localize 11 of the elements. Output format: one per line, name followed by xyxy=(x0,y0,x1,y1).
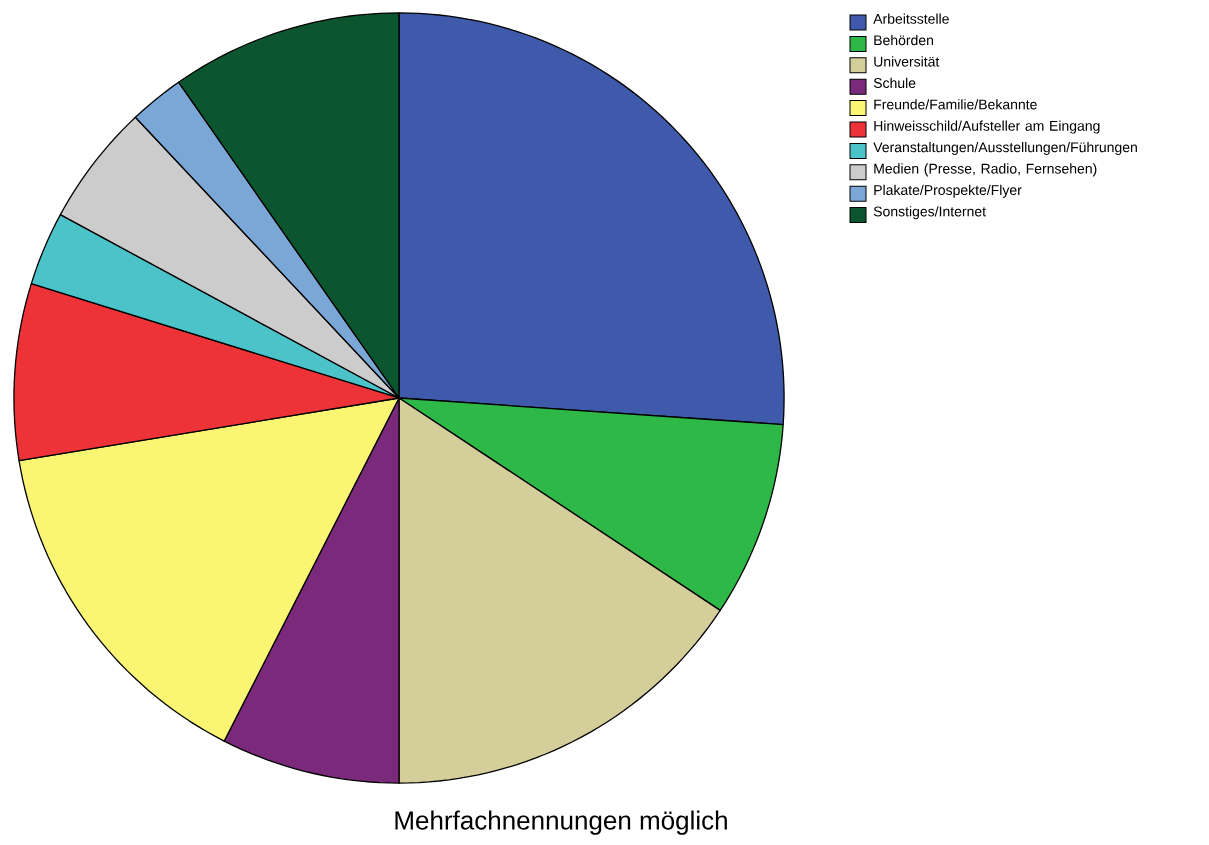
legend-label: Universität xyxy=(874,56,940,67)
legend-label: Freunde/Familie/Bekannte xyxy=(874,99,1037,110)
legend-label: Veranstaltungen/Ausstellungen/Führungen xyxy=(873,141,1137,155)
legend-label: Plakate/Prospekte/Flyer xyxy=(874,184,1022,198)
legend-label: Arbeitsstelle xyxy=(873,13,949,24)
legend-label: Sonstiges/Internet xyxy=(873,206,986,220)
text: Mehrfachnennungen möglich xyxy=(395,810,727,835)
legend-label: Behörden xyxy=(874,34,934,46)
legend-label: Medien (Presse, Radio, Fernsehen) xyxy=(874,163,1097,177)
legend-label: Hinweisschild/Aufsteller am Eingang xyxy=(874,120,1100,134)
legend-label: Schule xyxy=(873,77,916,89)
